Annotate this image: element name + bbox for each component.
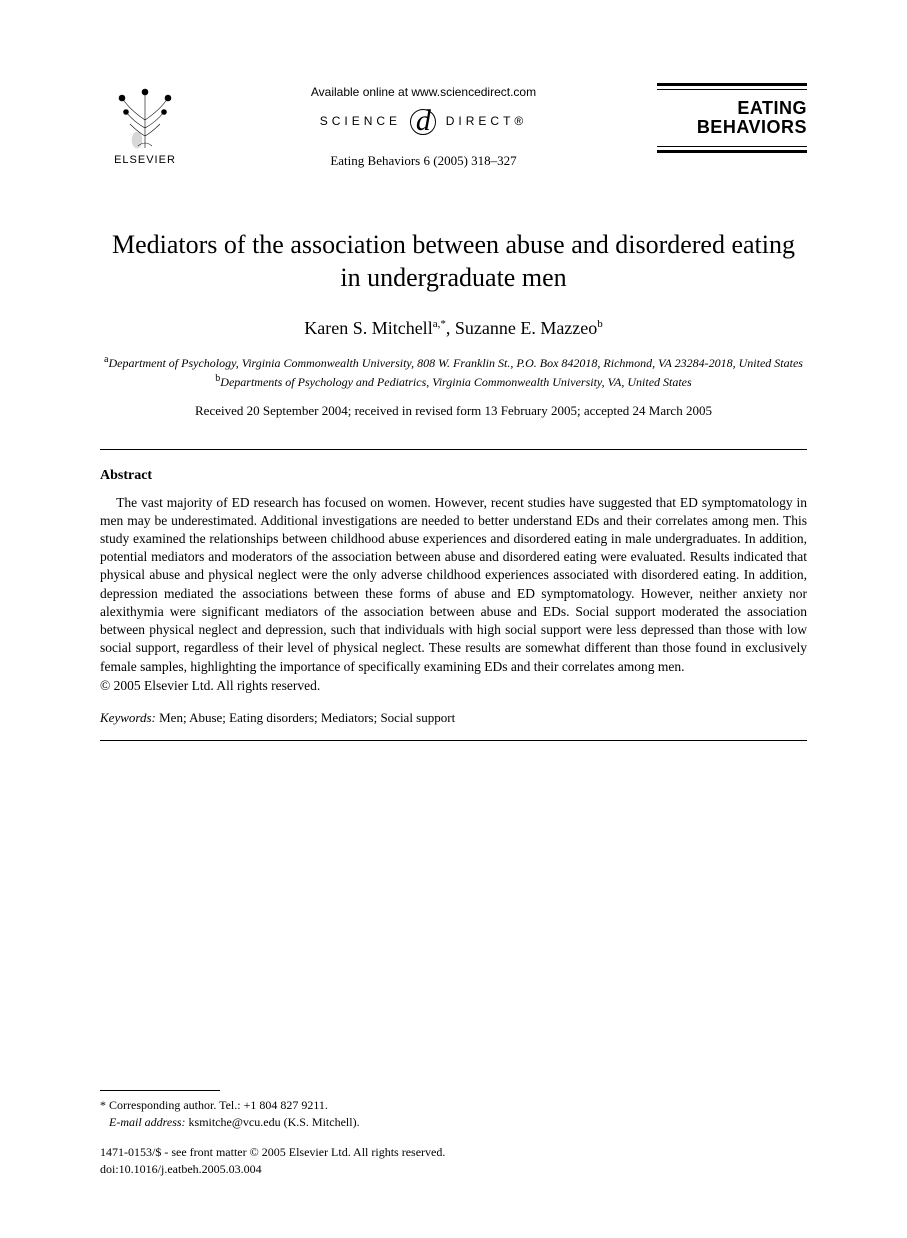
keywords-line: Keywords: Men; Abuse; Eating disorders; … bbox=[100, 710, 807, 726]
abstract-body: The vast majority of ED research has foc… bbox=[100, 494, 807, 676]
corr-text: Corresponding author. Tel.: +1 804 827 9… bbox=[106, 1098, 328, 1112]
author-1-affil-marker: a,* bbox=[433, 318, 446, 330]
sciencedirect-logo: SCIENCE d DIRECT® bbox=[320, 109, 528, 135]
journal-rule-bottom-1 bbox=[657, 146, 807, 147]
journal-title-line2: BEHAVIORS bbox=[697, 117, 807, 137]
email-value: ksmitche@vcu.edu (K.S. Mitchell). bbox=[186, 1115, 360, 1129]
article-dates: Received 20 September 2004; received in … bbox=[100, 403, 807, 419]
affiliation-a: aDepartment of Psychology, Virginia Comm… bbox=[100, 353, 807, 372]
affil-b-text: Departments of Psychology and Pediatrics… bbox=[220, 375, 691, 389]
available-online-line: Available online at www.sciencedirect.co… bbox=[190, 85, 657, 99]
journal-title: EATING BEHAVIORS bbox=[657, 93, 807, 143]
keywords-list: Men; Abuse; Eating disorders; Mediators;… bbox=[156, 710, 455, 725]
elsevier-tree-icon bbox=[110, 80, 180, 150]
rule-below-keywords bbox=[100, 740, 807, 741]
journal-title-line1: EATING bbox=[737, 98, 807, 118]
author-list: Karen S. Mitchella,*, Suzanne E. Mazzeob bbox=[100, 318, 807, 339]
sd-d-icon: d bbox=[410, 109, 436, 135]
journal-title-box: EATING BEHAVIORS bbox=[657, 80, 807, 156]
article-title: Mediators of the association between abu… bbox=[100, 229, 807, 294]
citation-line: Eating Behaviors 6 (2005) 318–327 bbox=[190, 153, 657, 169]
front-matter-doi: doi:10.1016/j.eatbeh.2005.03.004 bbox=[100, 1161, 807, 1178]
journal-rule-top-2 bbox=[657, 89, 807, 90]
corresponding-author-note: * Corresponding author. Tel.: +1 804 827… bbox=[100, 1097, 807, 1114]
email-line: E-mail address: ksmitche@vcu.edu (K.S. M… bbox=[100, 1114, 807, 1131]
center-header: Available online at www.sciencedirect.co… bbox=[190, 80, 657, 169]
page-header: ELSEVIER Available online at www.science… bbox=[100, 80, 807, 169]
affiliations: aDepartment of Psychology, Virginia Comm… bbox=[100, 353, 807, 391]
front-matter: 1471-0153/$ - see front matter © 2005 El… bbox=[100, 1144, 807, 1178]
abstract-copyright: © 2005 Elsevier Ltd. All rights reserved… bbox=[100, 678, 807, 694]
author-1-name: Karen S. Mitchell bbox=[304, 318, 432, 338]
abstract-heading: Abstract bbox=[100, 468, 807, 484]
publisher-logo-block: ELSEVIER bbox=[100, 80, 190, 166]
publisher-label: ELSEVIER bbox=[100, 154, 190, 166]
affil-a-text: Department of Psychology, Virginia Commo… bbox=[108, 356, 803, 370]
author-2-affil-marker: b bbox=[597, 318, 603, 330]
journal-rule-top-1 bbox=[657, 83, 807, 86]
page-footer: * Corresponding author. Tel.: +1 804 827… bbox=[100, 1090, 807, 1178]
author-2-name: Suzanne E. Mazzeo bbox=[455, 318, 597, 338]
rule-above-abstract bbox=[100, 449, 807, 450]
email-label: E-mail address: bbox=[109, 1115, 186, 1129]
front-matter-line1: 1471-0153/$ - see front matter © 2005 El… bbox=[100, 1144, 807, 1161]
sd-text-right: DIRECT® bbox=[446, 114, 528, 128]
journal-rule-bottom-2 bbox=[657, 150, 807, 153]
author-separator: , bbox=[446, 318, 455, 338]
sd-text-left: SCIENCE bbox=[320, 114, 401, 128]
footnote-rule bbox=[100, 1090, 220, 1091]
keywords-label: Keywords: bbox=[100, 710, 156, 725]
affiliation-b: bDepartments of Psychology and Pediatric… bbox=[100, 372, 807, 391]
